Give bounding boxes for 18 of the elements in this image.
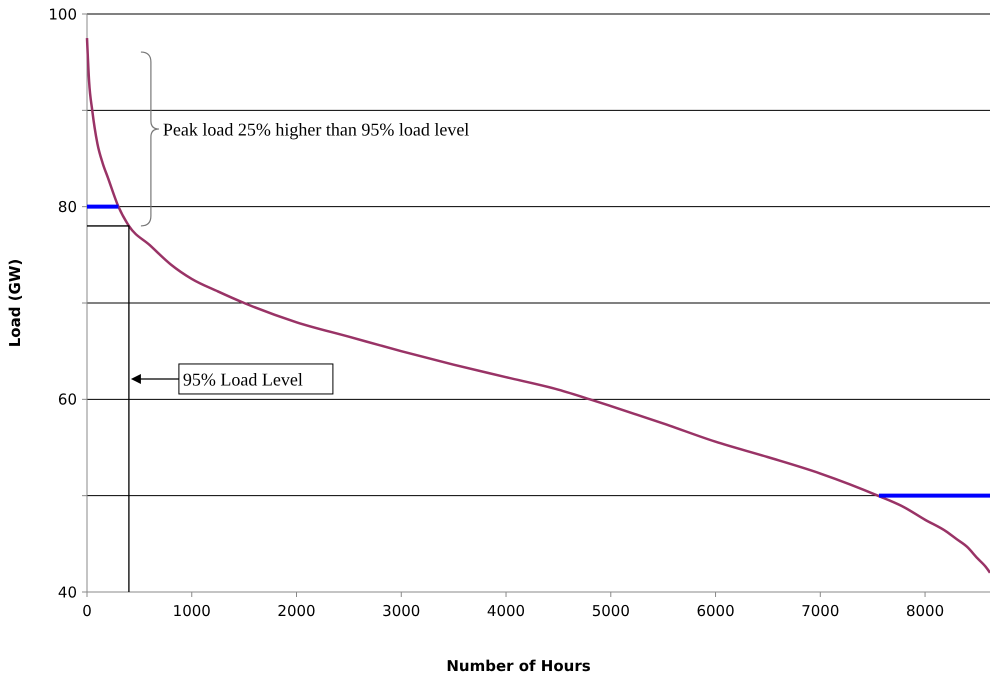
y-tick-label: 80 <box>58 198 77 216</box>
x-axis-title: Number of Hours <box>446 657 591 675</box>
line-series <box>86 36 990 574</box>
y-tick-label: 60 <box>58 390 77 409</box>
x-tick-label: 0 <box>82 602 92 620</box>
x-tick-label: 3000 <box>382 602 420 620</box>
x-tick-label: 6000 <box>696 602 735 620</box>
x-tick-label: 5000 <box>592 602 630 620</box>
x-tick-label: 4000 <box>486 602 526 620</box>
y-tick-label: 40 <box>58 583 77 602</box>
y-tick-label: 100 <box>48 5 77 24</box>
x-tick-label: 7000 <box>801 602 840 620</box>
x-tick-label: 1000 <box>172 602 211 620</box>
annotation: Peak load 25% higher than 95% load level <box>162 119 470 140</box>
x-tick-label: 2000 <box>277 602 316 620</box>
annotation: 95% Load Level <box>182 369 303 390</box>
y-axis-title: Load (GW) <box>6 258 24 348</box>
x-tick-label: 8000 <box>906 602 944 620</box>
